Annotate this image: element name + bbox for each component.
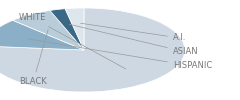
Wedge shape bbox=[0, 20, 84, 50]
Text: WHITE: WHITE bbox=[19, 14, 126, 69]
Text: ASIAN: ASIAN bbox=[69, 24, 198, 56]
Wedge shape bbox=[13, 10, 84, 50]
Text: A.I.: A.I. bbox=[81, 23, 186, 42]
Wedge shape bbox=[0, 8, 185, 92]
Text: BLACK: BLACK bbox=[19, 30, 48, 86]
Text: HISPANIC: HISPANIC bbox=[27, 39, 212, 70]
Wedge shape bbox=[65, 8, 84, 50]
Wedge shape bbox=[50, 9, 84, 50]
